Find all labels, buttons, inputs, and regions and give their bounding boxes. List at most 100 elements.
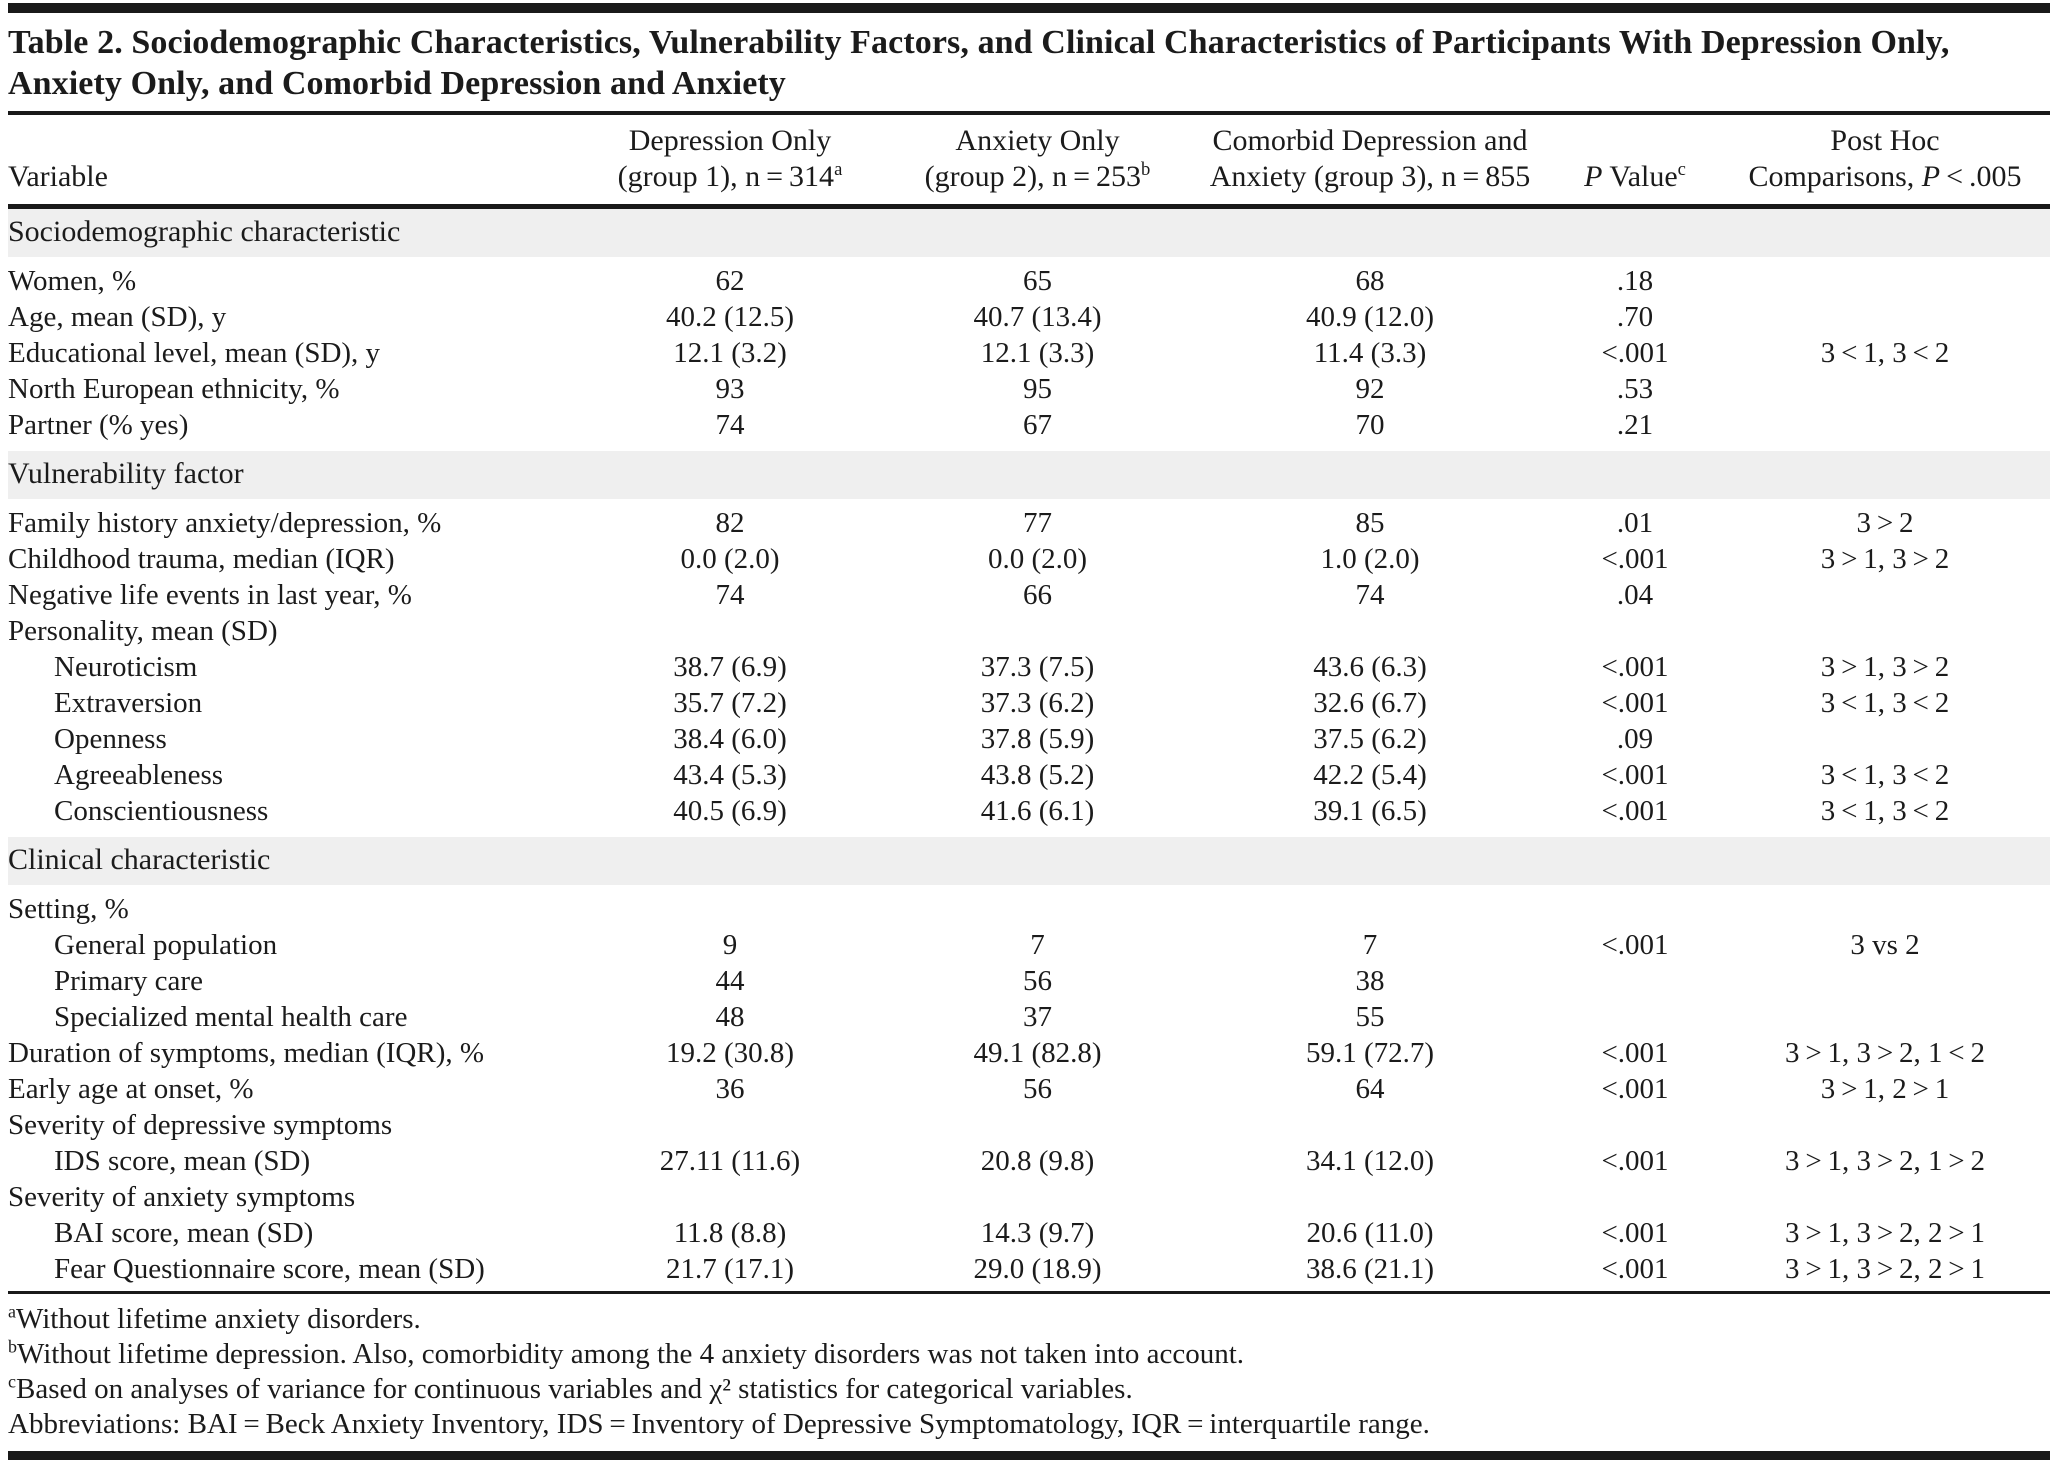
group1-value-cell: 74 — [715, 409, 745, 441]
characteristics-table: Variable Depression Only (group 1), n = … — [8, 115, 2050, 1294]
pvalue-cell: <.001 — [1601, 1145, 1669, 1177]
column-header-comorbid: Comorbid Depression and Anxiety (group 3… — [1190, 115, 1550, 209]
group3-value-cell: 42.2 (5.4) — [1313, 759, 1427, 791]
variable-cell: Neuroticism — [54, 651, 198, 683]
pvalue-header-italic-p: P — [1584, 160, 1603, 193]
footnote: aWithout lifetime anxiety disorders. — [8, 1301, 421, 1335]
posthoc-cell: 3 > 1, 2 > 1 — [1820, 1073, 1950, 1105]
group2-value-cell: 37.3 (7.5) — [980, 651, 1095, 683]
posthoc-cell: 3 > 1, 3 > 2 — [1820, 651, 1950, 683]
variable-cell: Severity of depressive symptoms — [8, 1109, 393, 1141]
pvalue-header-text: Value — [1602, 160, 1678, 193]
pvalue-cell: .21 — [1616, 409, 1654, 441]
column-header-pvalue: P Valuec — [1550, 115, 1720, 209]
posthoc-cell: 3 > 1, 3 > 2, 2 > 1 — [1785, 1217, 1985, 1249]
group3-value-cell: 59.1 (72.7) — [1305, 1037, 1435, 1069]
group1-value-cell — [575, 892, 885, 928]
group3-value-cell: 20.6 (11.0) — [1306, 1217, 1434, 1249]
variable-cell: Fear Questionnaire score, mean (SD) — [8, 1252, 575, 1294]
table-row: Educational level, mean (SD), y 12.1 (3.2… — [8, 336, 2050, 372]
group1-header-line1: Depression Only — [628, 124, 832, 157]
pvalue-cell: .09 — [1616, 723, 1654, 755]
column-header-variable: Variable — [8, 115, 575, 209]
group1-value-cell: 19.2 (30.8) — [665, 1037, 795, 1069]
posthoc-cell — [1720, 408, 2050, 444]
posthoc-cell — [1720, 300, 2050, 336]
group2-value-cell: 40.7 (13.4) — [973, 301, 1102, 333]
top-rule — [8, 3, 2050, 13]
group1-value-cell: 35.7 (7.2) — [673, 687, 787, 719]
group3-value-cell: 38.6 (21.1) — [1190, 1252, 1550, 1294]
group1-value-cell: 40.5 (6.9) — [673, 795, 787, 827]
table-row: General population 9 7 7 <.001 3 vs 2 — [8, 928, 2050, 964]
footnotes: aWithout lifetime anxiety disorders. bWit… — [8, 1294, 2050, 1448]
table-row: IDS score, mean (SD) 27.11 (11.6) 20.8 (9.… — [8, 1144, 2050, 1180]
posthoc-cell — [1720, 1108, 2050, 1144]
column-header-depression-only: Depression Only (group 1), n = 314a — [575, 115, 885, 209]
table-row: Personality, mean (SD) — [8, 614, 2050, 650]
table-row: Fear Questionnaire score, mean (SD) 21.7 … — [8, 1252, 2050, 1294]
table-row: Childhood trauma, median (IQR) 0.0 (2.0) 0… — [8, 542, 2050, 578]
footnote: bWithout lifetime depression. Also, como… — [8, 1336, 1245, 1370]
table-row: Women, % 62 65 68 .18 — [8, 264, 2050, 300]
pvalue-cell: <.001 — [1601, 543, 1669, 575]
group1-footnote-marker: a — [834, 159, 843, 180]
variable-cell: Setting, % — [8, 893, 129, 925]
group2-value-cell: 43.8 (5.2) — [980, 759, 1095, 791]
group1-value-cell: 82 — [715, 507, 745, 539]
table-row: Agreeableness 43.4 (5.3) 43.8 (5.2) 42.2 (5… — [8, 758, 2050, 794]
group2-value-cell: 67 — [1023, 409, 1052, 441]
group1-value-cell: 44 — [715, 965, 745, 997]
group1-value-cell: 9 — [722, 929, 738, 961]
group2-value-cell: 49.1 (82.8) — [973, 1037, 1102, 1069]
group1-value-cell — [575, 614, 885, 650]
section-label: Sociodemographic characteristic — [8, 209, 2050, 257]
section-label: Clinical characteristic — [8, 837, 2050, 885]
group2-value-cell: 65 — [1023, 265, 1052, 297]
pvalue-cell — [1550, 1108, 1720, 1144]
variable-cell: Specialized mental health care — [54, 1001, 408, 1033]
footnote-marker: a — [8, 1301, 16, 1322]
pvalue-cell — [1550, 1000, 1720, 1036]
group2-value-cell — [885, 1108, 1190, 1144]
group1-value-cell: 48 — [715, 1001, 745, 1033]
pvalue-cell — [1550, 614, 1720, 650]
posthoc-cell: 3 > 1, 3 > 2 — [1820, 543, 1950, 575]
variable-cell: Openness — [54, 723, 167, 755]
section-cell: Sociodemographic characteristic — [8, 207, 2050, 265]
posthoc-cell: 3 < 1, 3 < 2 — [1820, 795, 1950, 827]
group2-value-cell: 37.8 (5.9) — [980, 723, 1095, 755]
pvalue-cell: <.001 — [1601, 795, 1669, 827]
group3-value-cell: 70 — [1355, 409, 1385, 441]
table-row: Openness 38.4 (6.0) 37.8 (5.9) 37.5 (6.2) .0… — [8, 722, 2050, 758]
table-row: Primary care 44 56 38 — [8, 964, 2050, 1000]
variable-cell: Educational level, mean (SD), y — [8, 337, 381, 369]
variable-cell: Partner (% yes) — [8, 409, 189, 441]
group2-value-cell: 29.0 (18.9) — [885, 1252, 1190, 1294]
group1-value-cell: 0.0 (2.0) — [680, 543, 780, 575]
group2-value-cell: 37 — [1023, 1001, 1052, 1033]
posthoc-cell — [1720, 1180, 2050, 1216]
footnote: Abbreviations: BAI = Beck Anxiety Invent… — [8, 1408, 1430, 1440]
group3-value-cell: 37.5 (6.2) — [1313, 723, 1427, 755]
group3-value-cell — [1190, 1180, 1550, 1216]
group3-value-cell: 7 — [1362, 929, 1378, 961]
group3-value-cell: 38 — [1355, 965, 1385, 997]
variable-cell: Duration of symptoms, median (IQR), % — [8, 1037, 485, 1069]
table-title: Table 2. Sociodemographic Characteristic… — [8, 24, 1950, 102]
group3-value-cell: 74 — [1355, 579, 1385, 611]
column-header-posthoc: Post Hoc Comparisons, P < .005 — [1720, 115, 2050, 209]
pvalue-cell: .18 — [1616, 265, 1654, 297]
table-row: Partner (% yes) 74 67 70 .21 — [8, 408, 2050, 444]
table-row: Severity of depressive symptoms — [8, 1108, 2050, 1144]
section-row: Clinical characteristic — [8, 830, 2050, 892]
table-row: Negative life events in last year, % 74 66… — [8, 578, 2050, 614]
pvalue-cell: .01 — [1616, 507, 1654, 539]
group2-header-line1: Anxiety Only — [955, 124, 1120, 157]
table-row: Age, mean (SD), y 40.2 (12.5) 40.7 (13.4) 4… — [8, 300, 2050, 336]
table-row: Extraversion 35.7 (7.2) 37.3 (6.2) 32.6 (6.… — [8, 686, 2050, 722]
section-cell: Clinical characteristic — [8, 830, 2050, 892]
bottom-rule — [8, 1451, 2050, 1460]
variable-cell: Early age at onset, % — [8, 1073, 254, 1105]
variable-cell: Age, mean (SD), y — [8, 301, 227, 333]
